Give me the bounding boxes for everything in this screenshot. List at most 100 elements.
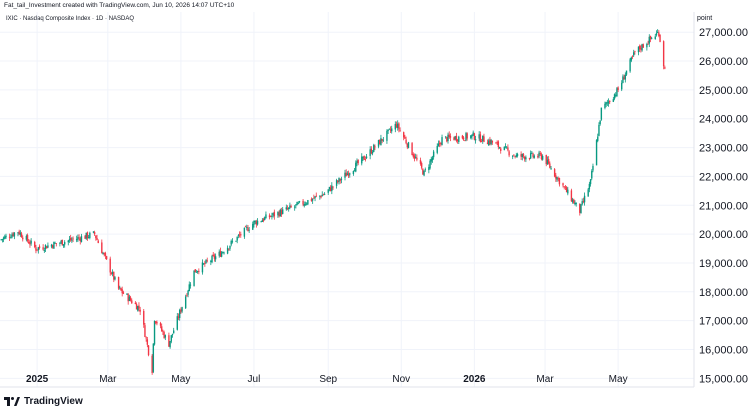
candle-body <box>20 233 23 238</box>
candle-body <box>228 248 230 250</box>
candle-body <box>72 238 74 240</box>
candle-body <box>656 32 659 33</box>
candle-body <box>201 262 204 273</box>
candle-body <box>86 232 89 239</box>
candle-body <box>529 153 532 159</box>
candle-body <box>93 232 96 235</box>
candle-body <box>310 198 313 202</box>
y-tick-label: 25,000.00 <box>699 85 748 97</box>
candle-body <box>194 269 196 273</box>
candle-body <box>472 132 474 136</box>
candle-body <box>458 136 460 143</box>
candle-body <box>305 203 308 205</box>
candle-body <box>2 237 5 240</box>
candle-body <box>22 237 24 240</box>
candle-body <box>478 134 480 139</box>
candle-body <box>87 237 90 238</box>
candle-body <box>355 162 357 172</box>
candle-body <box>213 255 216 259</box>
candle-body <box>412 154 414 157</box>
candle-body <box>424 169 426 171</box>
candle-body <box>189 284 192 286</box>
candle-body <box>605 102 607 105</box>
candle-body <box>624 74 627 80</box>
candle-body <box>114 277 116 280</box>
candle-body <box>641 44 643 51</box>
candle-body <box>419 160 422 164</box>
candle-body <box>420 163 423 168</box>
candle-body <box>495 142 497 144</box>
candle-body <box>454 136 456 140</box>
candle-body <box>338 177 340 182</box>
candle-body <box>268 215 271 218</box>
candle-body <box>226 247 229 254</box>
candle-body <box>210 260 212 262</box>
candle-body <box>248 229 250 231</box>
candle-body <box>456 139 459 142</box>
candle-body <box>59 243 61 244</box>
y-tick-label: 15,000.00 <box>699 373 748 385</box>
candle-body <box>211 255 213 263</box>
candle-body <box>327 189 329 193</box>
candle-body <box>555 175 557 179</box>
candle-body <box>180 309 182 312</box>
candle-body <box>381 138 383 141</box>
candle-body <box>658 32 660 36</box>
candle-body <box>650 37 653 39</box>
candle-body <box>43 250 46 251</box>
x-tick-label: 2026 <box>463 374 486 385</box>
candle-body <box>231 241 234 243</box>
candle-body <box>277 211 279 216</box>
candle-body <box>44 245 47 250</box>
candle-body <box>538 152 540 157</box>
candle-body <box>550 168 552 170</box>
candle-body <box>307 200 309 205</box>
x-tick-label: Jul <box>248 374 261 385</box>
candle-body <box>256 220 259 225</box>
candle-body <box>236 236 238 241</box>
candle-body <box>449 135 452 138</box>
candle-body <box>30 240 32 244</box>
time-axis: 2025 Mar May Jul Sep Nov 2026 Mar May <box>26 374 628 385</box>
candle-body <box>437 143 440 146</box>
candle-body <box>486 142 489 145</box>
candle-body <box>662 41 665 67</box>
candle-body <box>532 153 534 157</box>
x-tick-label: 2025 <box>26 374 49 385</box>
candle-body <box>252 223 254 230</box>
candle-body <box>264 217 266 220</box>
candle-body <box>332 186 334 188</box>
y-tick-label: 18,000.00 <box>699 287 748 299</box>
candle-body <box>391 128 393 132</box>
candle-body <box>600 107 603 120</box>
candle-body <box>335 180 338 186</box>
symbol-legend[interactable]: IXIC · Nasdaq Composite Index · 1D · NAS… <box>6 16 135 22</box>
brand-logo[interactable]: TradingView <box>4 396 83 407</box>
candle-body <box>395 124 398 128</box>
candle-body <box>181 307 183 312</box>
candle-body <box>60 240 62 243</box>
x-tick-label: Nov <box>392 374 410 385</box>
candle-body <box>329 187 332 192</box>
candle-body <box>25 235 28 240</box>
candle-body <box>461 135 464 139</box>
x-tick-label: May <box>609 374 628 385</box>
candle-body <box>247 227 249 232</box>
candle-body <box>320 196 322 198</box>
candle-body <box>46 246 48 249</box>
candle-body <box>557 178 559 180</box>
candle-body <box>496 142 498 144</box>
candle-body <box>430 159 432 162</box>
candle-body <box>135 304 138 310</box>
candle-body <box>42 247 44 250</box>
candle-body <box>623 77 625 80</box>
candle-body <box>625 70 628 75</box>
candle-body <box>323 193 326 195</box>
candle-body <box>54 242 56 244</box>
candle-body <box>19 232 22 235</box>
candle-body <box>127 294 129 302</box>
candle-body <box>134 302 137 304</box>
candle-body <box>607 101 610 104</box>
candle-body <box>540 154 543 160</box>
